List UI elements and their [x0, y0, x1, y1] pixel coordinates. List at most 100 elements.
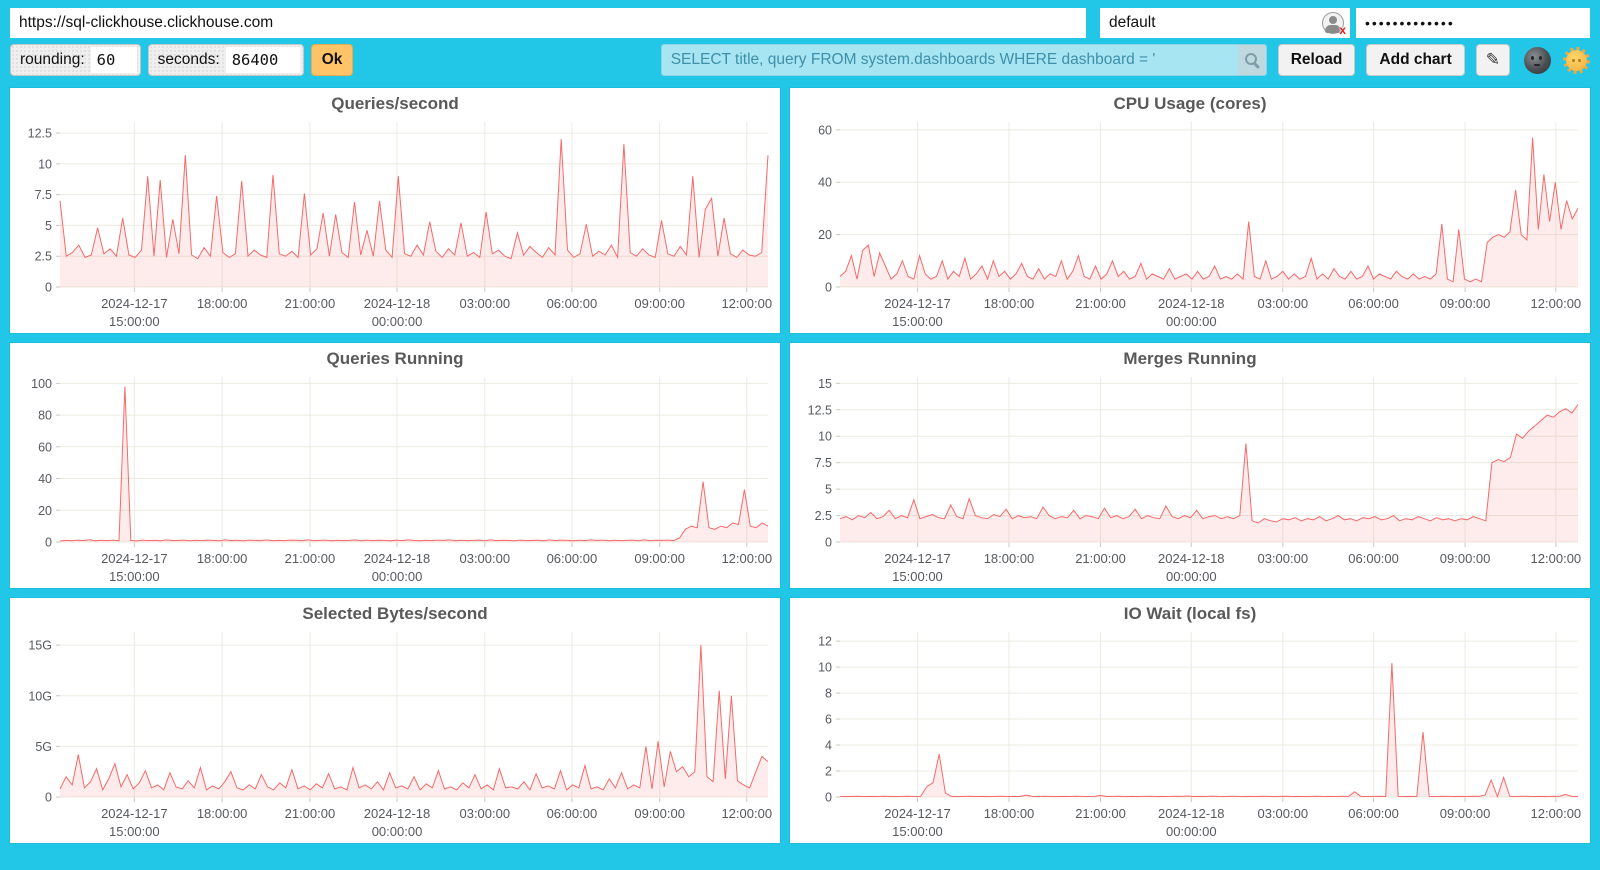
svg-text:10: 10	[818, 430, 832, 444]
chart-canvas-io-wait[interactable]: 2024-12-17 15:00:00 18:00:00 21:00:00 2024-1…	[790, 624, 1590, 843]
dark-theme-button[interactable]	[1524, 46, 1551, 74]
svg-text:15:00:00: 15:00:00	[892, 314, 943, 329]
svg-text:40: 40	[818, 176, 832, 190]
chart-title: CPU Usage (cores)	[1113, 94, 1267, 113]
seconds-field: seconds:	[147, 44, 304, 76]
svg-text:03:00:00: 03:00:00	[1257, 551, 1308, 566]
edit-button[interactable]: ✎	[1475, 44, 1510, 76]
chart-canvas-merges-running[interactable]: 2024-12-17 15:00:00 18:00:00 21:00:00 2024-1…	[790, 369, 1590, 588]
svg-text:09:00:00: 09:00:00	[634, 806, 685, 821]
chart-title: Merges Running	[1123, 349, 1257, 368]
username-input[interactable]	[1100, 8, 1350, 38]
svg-text:00:00:00: 00:00:00	[372, 314, 423, 329]
svg-text:12:00:00: 12:00:00	[1531, 296, 1582, 311]
svg-text:20: 20	[38, 504, 52, 518]
svg-text:7.5: 7.5	[35, 188, 52, 202]
svg-text:03:00:00: 03:00:00	[459, 806, 510, 821]
chart-panel-selected-bytes: Selected Bytes/second 2024-12-17 15:00:00…	[10, 598, 780, 843]
svg-text:7.5: 7.5	[815, 456, 832, 470]
svg-text:18:00:00: 18:00:00	[197, 806, 248, 821]
svg-text:21:00:00: 21:00:00	[1075, 806, 1126, 821]
svg-text:03:00:00: 03:00:00	[1257, 296, 1308, 311]
svg-text:0: 0	[45, 536, 52, 550]
svg-text:2024-12-18: 2024-12-18	[364, 296, 431, 311]
server-url-input[interactable]	[10, 8, 1086, 38]
pencil-icon: ✎	[1485, 50, 1500, 69]
charts-grid: Queries/second 2024-12-17 15:00:00 18:00:0…	[0, 88, 1600, 843]
ok-button[interactable]: Ok	[310, 44, 354, 76]
svg-text:21:00:00: 21:00:00	[285, 551, 336, 566]
svg-text:8: 8	[825, 687, 832, 701]
svg-text:06:00:00: 06:00:00	[547, 296, 598, 311]
svg-text:06:00:00: 06:00:00	[547, 806, 598, 821]
dashboard-query-input[interactable]	[661, 45, 1238, 75]
svg-text:10: 10	[818, 661, 832, 675]
svg-text:20: 20	[818, 228, 832, 242]
svg-text:0: 0	[825, 791, 832, 805]
svg-text:2024-12-18: 2024-12-18	[364, 551, 431, 566]
chart-title: Selected Bytes/second	[302, 604, 488, 623]
svg-text:2: 2	[825, 765, 832, 779]
svg-text:80: 80	[38, 409, 52, 423]
light-theme-button[interactable]	[1563, 46, 1590, 74]
svg-text:06:00:00: 06:00:00	[1348, 806, 1399, 821]
chart-panel-io-wait: IO Wait (local fs) 2024-12-17 15:00:00 18:…	[790, 598, 1590, 843]
chart-canvas-selected-bytes[interactable]: 2024-12-17 15:00:00 18:00:00 21:00:00 2024-1…	[10, 624, 780, 843]
svg-text:09:00:00: 09:00:00	[634, 551, 685, 566]
chart-canvas-cpu-usage[interactable]: 2024-12-17 15:00:00 18:00:00 21:00:00 2024-1…	[790, 114, 1590, 333]
user-status-icon	[1322, 12, 1344, 34]
svg-text:60: 60	[38, 440, 52, 454]
svg-text:09:00:00: 09:00:00	[634, 296, 685, 311]
svg-text:06:00:00: 06:00:00	[547, 551, 598, 566]
add-chart-button[interactable]: Add chart	[1366, 44, 1465, 76]
svg-text:09:00:00: 09:00:00	[1440, 806, 1491, 821]
rounding-field: rounding:	[10, 44, 141, 76]
svg-text:15:00:00: 15:00:00	[109, 824, 160, 839]
svg-text:40: 40	[38, 472, 52, 486]
svg-text:2024-12-17: 2024-12-17	[101, 806, 168, 821]
svg-text:12: 12	[818, 635, 832, 649]
svg-text:12.5: 12.5	[808, 403, 832, 417]
svg-text:0: 0	[45, 791, 52, 805]
chart-title: Queries Running	[326, 349, 464, 368]
svg-text:6: 6	[825, 713, 832, 727]
svg-text:10G: 10G	[28, 689, 52, 703]
reload-button[interactable]: Reload	[1277, 44, 1356, 76]
svg-text:21:00:00: 21:00:00	[1075, 296, 1126, 311]
svg-text:10: 10	[38, 157, 52, 171]
svg-text:21:00:00: 21:00:00	[285, 296, 336, 311]
svg-text:18:00:00: 18:00:00	[984, 806, 1035, 821]
svg-text:2024-12-17: 2024-12-17	[101, 296, 168, 311]
search-icon	[1244, 52, 1260, 68]
chart-panel-queries-running: Queries Running 2024-12-17 15:00:00 18:00:…	[10, 343, 780, 588]
svg-text:12.5: 12.5	[28, 127, 52, 141]
svg-text:2024-12-17: 2024-12-17	[884, 806, 951, 821]
svg-text:0: 0	[45, 281, 52, 295]
seconds-label: seconds:	[157, 51, 220, 68]
svg-text:2.5: 2.5	[35, 250, 52, 264]
chart-canvas-queries-per-second[interactable]: 2024-12-17 15:00:00 18:00:00 21:00:00 2024-1…	[10, 114, 780, 333]
svg-text:12:00:00: 12:00:00	[721, 551, 772, 566]
svg-text:0: 0	[825, 536, 832, 550]
chart-canvas-queries-running[interactable]: 2024-12-17 15:00:00 18:00:00 21:00:00 2024-1…	[10, 369, 780, 588]
svg-text:15: 15	[818, 377, 832, 391]
seconds-input[interactable]	[225, 47, 300, 73]
svg-text:00:00:00: 00:00:00	[372, 824, 423, 839]
svg-text:15:00:00: 15:00:00	[109, 569, 160, 584]
svg-text:03:00:00: 03:00:00	[1257, 806, 1308, 821]
svg-text:09:00:00: 09:00:00	[1440, 296, 1491, 311]
chart-panel-cpu-usage: CPU Usage (cores) 2024-12-17 15:00:00 18:0…	[790, 88, 1590, 333]
search-button[interactable]	[1237, 45, 1266, 75]
svg-text:18:00:00: 18:00:00	[984, 551, 1035, 566]
rounding-input[interactable]	[90, 47, 137, 73]
svg-text:12:00:00: 12:00:00	[721, 296, 772, 311]
svg-text:18:00:00: 18:00:00	[197, 551, 248, 566]
svg-text:15:00:00: 15:00:00	[892, 824, 943, 839]
svg-text:15:00:00: 15:00:00	[892, 569, 943, 584]
password-input[interactable]	[1356, 8, 1590, 38]
svg-text:00:00:00: 00:00:00	[1166, 569, 1217, 584]
user-x-badge	[1339, 23, 1346, 37]
svg-text:2024-12-17: 2024-12-17	[884, 296, 951, 311]
svg-text:60: 60	[818, 123, 832, 137]
svg-text:5: 5	[825, 483, 832, 497]
